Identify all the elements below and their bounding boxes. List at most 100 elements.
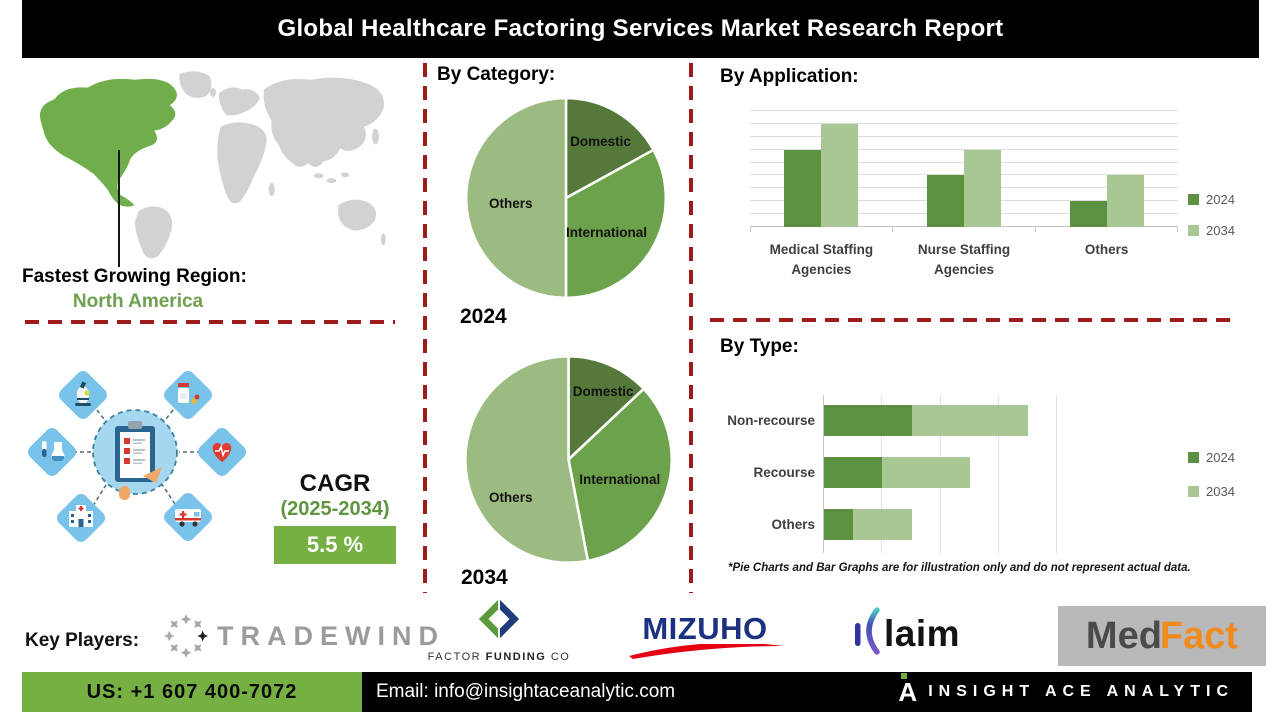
medfact-med: Med xyxy=(1085,615,1162,657)
pie-year-label-2034: 2034 xyxy=(461,566,508,589)
cagr-period: (2025-2034) xyxy=(280,498,390,520)
north-america-region xyxy=(39,78,177,207)
cagr-label: CAGR xyxy=(299,470,371,497)
bar-2034 xyxy=(882,457,970,488)
legend-item-2034: 2034 xyxy=(1188,223,1235,238)
legend-label: 2034 xyxy=(1206,484,1235,499)
legend-label: 2024 xyxy=(1206,450,1235,465)
bar-2024 xyxy=(927,175,964,227)
logo-mizuho: MIZUHO xyxy=(622,613,788,665)
pie-slice-international xyxy=(567,387,673,563)
footer-phone-block: US: +1 607 400-7072 xyxy=(22,672,362,712)
category-label: Non-recourse xyxy=(727,413,815,428)
cagr-value-badge: 5.5 % xyxy=(274,526,396,564)
email-address: Email: info@insightaceanalytic.com xyxy=(376,681,676,702)
pie-chart-2024: Domestic International Others xyxy=(462,94,670,302)
application-bar-chart xyxy=(750,110,1178,232)
bar-row-3 xyxy=(824,509,912,540)
gridline xyxy=(1056,395,1058,553)
pie-slice-label: International xyxy=(566,225,648,241)
healthcare-illustration xyxy=(28,371,246,542)
ambulance-icon xyxy=(175,509,201,527)
axis-tick xyxy=(1177,227,1178,232)
gridline xyxy=(750,148,1178,150)
legend-swatch xyxy=(1188,194,1199,205)
factor-funding-wordmark: FACTOR FUNDING CO xyxy=(427,651,571,663)
fastest-growing-region-value: North America xyxy=(72,291,204,312)
category-label: Medical Staffing Agencies xyxy=(769,242,874,278)
bar-2034 xyxy=(821,123,859,227)
bar-row-2 xyxy=(824,457,970,488)
category-label: Others xyxy=(771,517,815,532)
pie-slice-others xyxy=(464,355,590,564)
axis-tick xyxy=(892,227,893,232)
bar-group-1 xyxy=(750,111,893,227)
divider-dashed-vertical-2 xyxy=(689,63,693,593)
bar-2034 xyxy=(853,509,912,540)
section-title-category: By Category: xyxy=(437,64,556,85)
section-title-application: By Application: xyxy=(720,66,859,87)
gridline xyxy=(750,135,1178,137)
axis-tick xyxy=(1035,227,1036,232)
page-title: Global Healthcare Factoring Services Mar… xyxy=(277,15,1004,42)
application-category-labels: Medical Staffing Agencies Nurse Staffing … xyxy=(750,240,1178,281)
pie-slice-domestic xyxy=(567,355,646,461)
pie-slice-label: Domestic xyxy=(572,384,634,400)
pie-2034-svg xyxy=(464,355,673,564)
brand-name: INSIGHT ACE ANALYTIC xyxy=(928,683,1234,700)
pie-slice-label: International xyxy=(579,472,661,488)
bar-2024 xyxy=(1069,201,1107,227)
gridline xyxy=(750,110,1178,111)
section-title-type: By Type: xyxy=(720,336,799,357)
location-pointer-line xyxy=(118,150,120,267)
bar-2024 xyxy=(784,149,822,227)
key-players-label: Key Players: xyxy=(25,630,140,651)
pie-slice-others xyxy=(464,96,568,300)
category-label: Recourse xyxy=(753,465,815,480)
divider-dashed-vertical-1 xyxy=(423,63,427,593)
footer-contact-block: Email: info@insightaceanalytic.com A INS… xyxy=(362,672,1252,712)
phone-number: US: +1 607 400-7072 xyxy=(86,680,298,703)
pie-2024-svg xyxy=(464,96,668,300)
pie-year-label-2024: 2024 xyxy=(460,305,507,328)
category-label: Nurse Staffing Agencies xyxy=(917,242,1011,278)
mizuho-wordmark: MIZUHO xyxy=(642,611,768,646)
heart-pulse-icon xyxy=(212,443,232,462)
pie-slice-label: Others xyxy=(488,489,533,505)
legend-item-2024: 2024 xyxy=(1188,192,1235,207)
bar-2024 xyxy=(824,457,883,488)
bar-group-3 xyxy=(1035,111,1178,227)
klaim-wordmark: laim xyxy=(884,613,961,654)
bar-2024 xyxy=(824,405,912,436)
medfact-fact: Fact xyxy=(1159,615,1239,657)
plane-circle-icon xyxy=(164,614,208,658)
mizuho-swoosh-icon xyxy=(629,642,783,659)
hospital-icon xyxy=(69,505,93,527)
bar-2024 xyxy=(824,509,854,540)
bar-group-2 xyxy=(893,111,1036,227)
title-bar: Global Healthcare Factoring Services Mar… xyxy=(22,0,1259,58)
pie-slice-international xyxy=(564,148,668,300)
divider-dashed-left xyxy=(25,320,395,324)
logo-tradewind: TRADEWIND xyxy=(163,612,445,660)
factor-funding-diamond-icon xyxy=(478,599,520,639)
insight-ace-a-icon: A xyxy=(898,673,917,705)
bar-row-1 xyxy=(824,405,1029,436)
legend-swatch xyxy=(1188,225,1199,236)
gridline xyxy=(998,395,1000,553)
legend-swatch xyxy=(1188,486,1199,497)
legend-label: 2034 xyxy=(1206,223,1235,238)
microscope-icon xyxy=(75,381,91,406)
lab-flask-icon xyxy=(42,441,65,461)
type-category-labels: Non-recourse Recourse Others xyxy=(688,405,815,561)
bar-2034 xyxy=(911,405,1029,436)
green-dot-icon xyxy=(901,673,908,679)
logo-medfact: Med Fact xyxy=(1058,606,1266,666)
disclaimer-footnote: *Pie Charts and Bar Graphs are for illus… xyxy=(728,562,1191,574)
gridline xyxy=(750,122,1178,124)
bar-groups xyxy=(750,111,1178,227)
pie-slice-label: Domestic xyxy=(570,133,631,149)
legend-item-2034: 2034 xyxy=(1188,484,1235,499)
legend-swatch xyxy=(1188,452,1199,463)
